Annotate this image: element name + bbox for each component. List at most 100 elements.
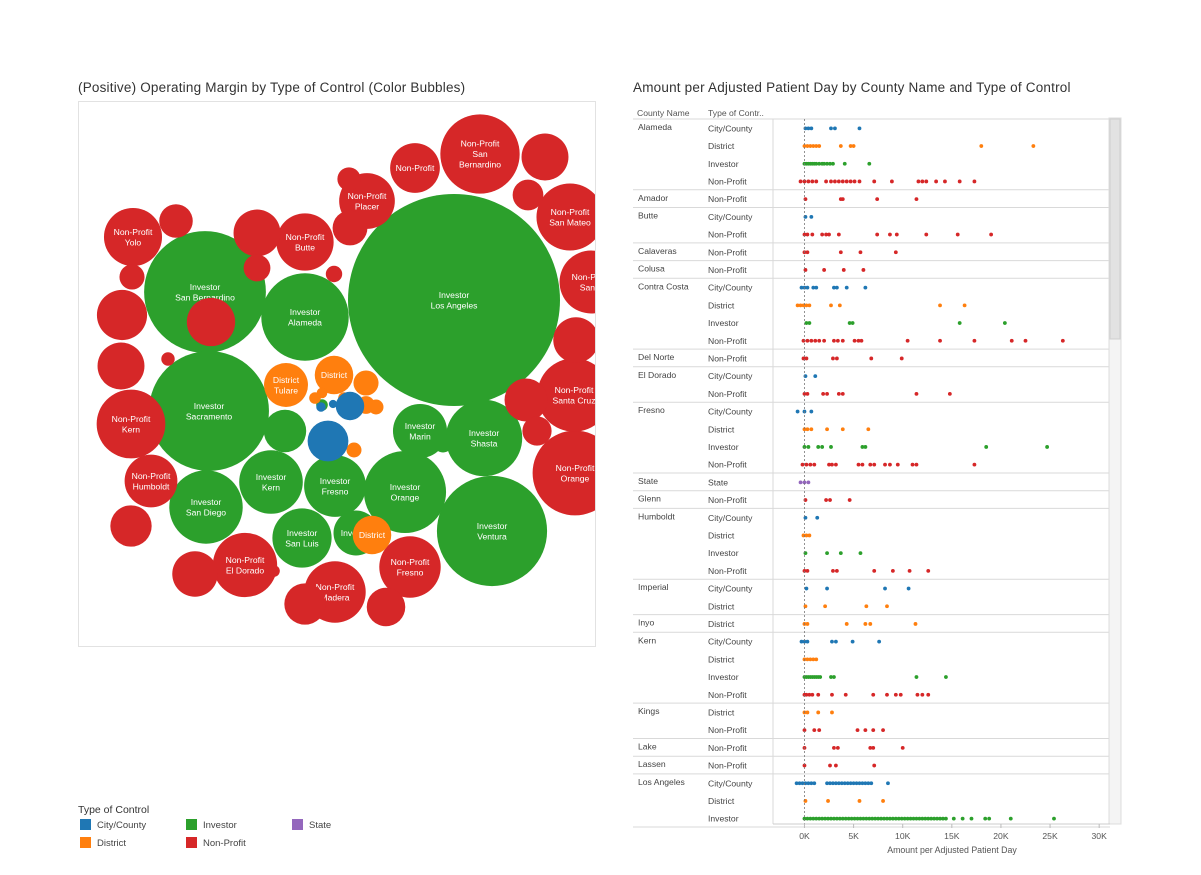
data-point-district — [809, 427, 814, 432]
data-point-investor — [825, 551, 829, 556]
bubble-label: Non-Profit — [112, 414, 151, 424]
scrollbar-thumb — [1109, 118, 1121, 340]
legend-item-investor[interactable]: Investor — [186, 819, 237, 831]
type-of-control-label: District — [708, 424, 735, 434]
data-point-non-profit — [1023, 338, 1028, 343]
data-point-non-profit — [899, 356, 904, 361]
bubble-label: Bernardino — [459, 160, 501, 170]
data-point-non-profit — [890, 179, 894, 184]
data-point-investor — [831, 161, 835, 166]
bubble-label: Non-Profit — [396, 163, 435, 173]
data-point-investor — [873, 816, 878, 821]
data-point-investor — [840, 816, 845, 821]
data-point-investor — [860, 445, 865, 449]
bubble-non-profit — [325, 265, 343, 283]
bubble-non-profit — [504, 378, 548, 422]
county-label: Lassen — [638, 759, 666, 769]
bubble-investor — [433, 433, 453, 453]
data-point-city-county — [811, 285, 816, 290]
data-point-non-profit — [872, 763, 877, 768]
data-point-non-profit — [833, 179, 837, 184]
data-point-non-profit — [848, 179, 853, 184]
data-point-district — [866, 427, 871, 432]
data-point-investor — [817, 816, 822, 821]
data-point-city-county — [809, 126, 814, 131]
bubble-label: District — [359, 530, 386, 540]
bubble-label: Tulare — [274, 385, 298, 395]
legend-item-city-county[interactable]: City/County — [80, 819, 146, 831]
data-point-investor — [806, 445, 811, 449]
data-point-investor — [944, 675, 948, 679]
data-point-non-profit — [843, 692, 848, 697]
legend-title: Type of Control — [78, 804, 150, 816]
data-point-non-profit — [802, 232, 807, 237]
data-point-city-county — [832, 285, 836, 290]
data-point-non-profit — [832, 745, 836, 750]
data-point-investor — [932, 816, 937, 821]
data-point-city-county — [814, 285, 819, 290]
data-point-investor — [882, 816, 886, 821]
bubble-district — [346, 442, 362, 458]
x-axis-tick-label: 30K — [1092, 831, 1108, 841]
data-point-non-profit — [825, 391, 829, 396]
data-point-non-profit — [885, 692, 889, 697]
bubble-district: District — [352, 515, 392, 555]
legend-label: District — [97, 838, 127, 849]
data-point-non-profit — [824, 232, 828, 237]
bubble-label: Santa — [580, 282, 595, 292]
data-point-city-county — [834, 781, 838, 786]
type-of-control-label: City/County — [708, 212, 753, 222]
data-point-investor — [926, 816, 931, 821]
data-point-non-profit — [836, 391, 841, 396]
bubble-label: Investor — [439, 290, 470, 300]
data-point-non-profit — [898, 692, 903, 697]
bubble-circle — [521, 133, 569, 181]
data-point-investor — [911, 816, 916, 821]
data-point-district — [817, 144, 822, 148]
data-point-non-profit — [972, 179, 977, 184]
county-label: Calaveras — [638, 246, 677, 256]
data-point-district — [913, 622, 918, 626]
x-axis-tick-label: 5K — [848, 831, 859, 841]
data-point-city-county — [829, 126, 833, 131]
type-of-control-label: Non-Profit — [708, 265, 747, 275]
bubble-circle — [103, 207, 163, 267]
legend-item-state[interactable]: State — [292, 819, 331, 831]
data-point-non-profit — [806, 179, 811, 184]
data-point-non-profit — [914, 391, 919, 396]
data-point-investor — [920, 816, 925, 821]
bubble-circle — [436, 475, 548, 587]
data-point-investor — [914, 816, 919, 821]
data-point-investor — [879, 816, 883, 821]
data-point-investor — [855, 816, 860, 821]
bubble-non-profit — [337, 167, 361, 191]
bubble-label: Marin — [409, 431, 431, 441]
data-point-district — [838, 144, 843, 148]
bubble-circle — [96, 289, 148, 341]
data-point-non-profit — [824, 179, 828, 184]
bubble-label: Placer — [355, 201, 379, 211]
data-point-non-profit — [893, 692, 898, 697]
data-point-investor — [858, 816, 863, 821]
bubble-non-profit — [332, 210, 368, 246]
data-point-district — [807, 533, 812, 538]
bubble-circle — [284, 583, 326, 625]
data-point-non-profit — [804, 462, 809, 467]
bubble-circle — [337, 167, 361, 191]
data-point-district — [826, 799, 830, 803]
bubble-label: Fresno — [322, 486, 349, 496]
data-point-non-profit — [814, 179, 819, 184]
legend-item-non-profit[interactable]: Non-Profit — [186, 837, 246, 849]
data-point-investor — [828, 161, 832, 166]
bubble-city-county — [316, 402, 326, 412]
legend-item-district[interactable]: District — [80, 837, 126, 849]
data-point-non-profit — [802, 763, 807, 768]
data-point-city-county — [863, 781, 868, 786]
data-point-non-profit — [804, 692, 809, 697]
